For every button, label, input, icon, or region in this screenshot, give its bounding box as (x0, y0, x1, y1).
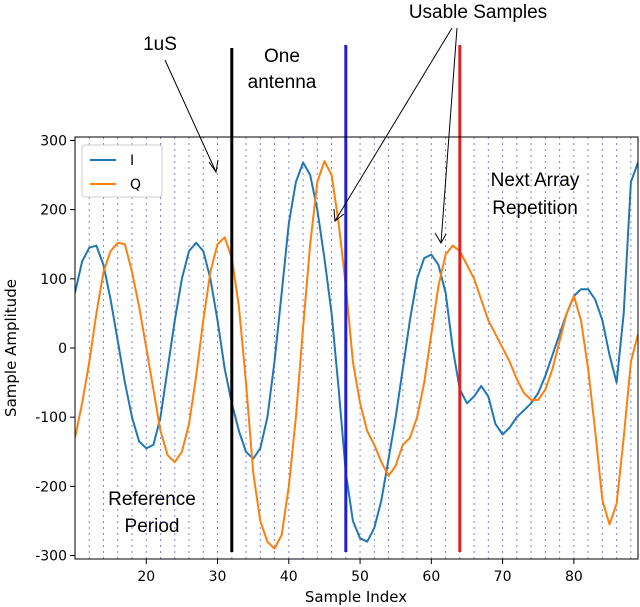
legend-label-i: I (130, 153, 134, 169)
arrow-usable-left (334, 27, 453, 222)
arrow-usable-left-head (333, 208, 345, 222)
annotation-antenna: antenna (248, 72, 317, 93)
series-line-i (75, 161, 638, 543)
y-tick-label-200: 200 (40, 203, 67, 219)
y-axis-label: Sample Amplitude (2, 279, 20, 417)
y-tick-label--200: -200 (35, 479, 67, 495)
x-tick-label-20: 20 (137, 569, 155, 585)
legend: I Q (81, 144, 163, 198)
y-tick-label--100: -100 (35, 410, 67, 426)
annotation-period: Period (125, 516, 180, 537)
annotation-1us: 1uS (143, 34, 177, 55)
y-tick-label-100: 100 (40, 272, 67, 288)
annotation-reference: Reference (108, 489, 196, 510)
x-tick-label-30: 30 (209, 569, 227, 585)
x-tick-label-50: 50 (351, 569, 369, 585)
x-tick-label-40: 40 (280, 569, 298, 585)
annotation-arrows (164, 27, 458, 244)
antenna-marker-lines (230, 45, 462, 552)
annotation-one: One (264, 46, 300, 67)
series-line-q (75, 160, 638, 550)
legend-box (81, 144, 163, 198)
y-tick-label-0: 0 (58, 341, 67, 357)
annotation-repetition: Repetition (492, 198, 578, 219)
y-tick-label-300: 300 (40, 133, 67, 149)
arrow-usable-right-head (434, 232, 447, 244)
annotation-usable-samples: Usable Samples (409, 2, 547, 23)
axis-ticks: 20 30 40 50 60 70 80 -300 -200 -100 0 100 200 300 (35, 133, 583, 585)
series-lines (75, 160, 638, 550)
arrow-1us-head (208, 159, 219, 174)
x-axis-label: Sample Index (305, 588, 407, 606)
annotation-next-array: Next Array (491, 170, 580, 191)
x-tick-label-70: 70 (494, 569, 512, 585)
legend-label-q: Q (130, 177, 141, 193)
x-tick-label-80: 80 (565, 569, 583, 585)
arrow-usable-right (440, 27, 458, 244)
x-tick-label-60: 60 (422, 569, 440, 585)
arrow-1us (164, 59, 217, 173)
y-tick-label--300: -300 (35, 549, 67, 565)
